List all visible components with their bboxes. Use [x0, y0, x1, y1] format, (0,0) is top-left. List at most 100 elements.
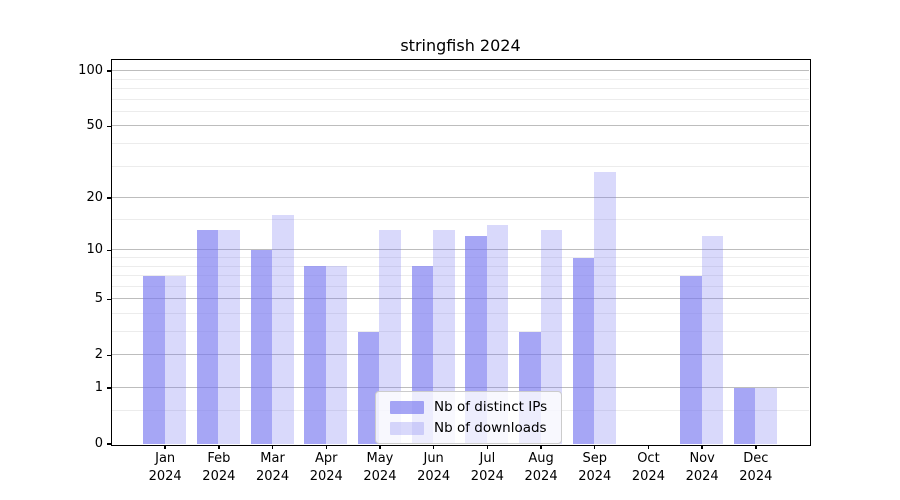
y-tick-mark: [107, 249, 111, 252]
bar-jul-downloads: [486, 224, 509, 444]
y-tick-mark: [107, 70, 111, 72]
legend: Nb of distinct IPs Nb of downloads: [375, 391, 563, 444]
minor-gridline: [111, 98, 809, 100]
minor-gridline: [111, 88, 809, 90]
chart-title: stringfish 2024: [400, 36, 521, 55]
minor-gridline: [111, 331, 809, 333]
x-tick-month: Jul: [479, 451, 496, 466]
y-tick-label: 2: [94, 347, 103, 363]
y-tick-mark: [107, 298, 111, 300]
x-tick-label: Oct 2024: [621, 450, 675, 486]
minor-gridline: [111, 313, 809, 314]
x-tick-year: 2024: [685, 469, 719, 484]
legend-label: Nb of downloads: [434, 420, 547, 436]
bar-apr-distinct-ips: [304, 266, 326, 444]
y-tick-label: 1: [94, 380, 103, 395]
legend-swatch-downloads-icon: [390, 421, 424, 435]
bar-jun-downloads: [433, 230, 455, 444]
y-tick-mark: [107, 125, 111, 128]
major-gridline: [111, 197, 809, 199]
x-tick-month: Jun: [423, 451, 444, 466]
x-tick-mark: [164, 444, 166, 449]
x-tick-label: Dec 2024: [729, 450, 783, 486]
y-tick-label: 50: [86, 118, 103, 134]
x-tick-label: Aug 2024: [514, 450, 568, 486]
x-tick-label: Nov 2024: [675, 450, 729, 486]
bar-mar-downloads: [272, 214, 294, 444]
x-tick-year: 2024: [256, 469, 290, 484]
major-gridline: [111, 354, 809, 356]
major-gridline: [111, 387, 809, 389]
x-tick-label: Jun 2024: [407, 450, 461, 486]
x-tick-mark: [647, 444, 650, 449]
bar-mar-distinct-ips: [250, 249, 273, 444]
bar-nov-distinct-ips: [680, 275, 702, 444]
x-tick-month: Oct: [637, 451, 660, 466]
y-tick-mark: [107, 197, 111, 199]
bar-may-downloads: [379, 230, 401, 444]
y-tick-label: 100: [78, 63, 103, 79]
major-gridline: [111, 298, 809, 300]
minor-gridline: [111, 275, 809, 277]
x-tick-label: Feb 2024: [192, 450, 246, 486]
legend-label: Nb of distinct IPs: [434, 399, 548, 415]
x-tick-year: 2024: [202, 469, 236, 484]
x-tick-label: Mar 2024: [246, 450, 300, 486]
x-tick-year: 2024: [417, 469, 451, 484]
x-tick-month: Apr: [315, 451, 338, 466]
y-tick-mark: [107, 354, 111, 356]
minor-gridline: [111, 110, 809, 112]
bar-jan-distinct-ips: [143, 275, 165, 444]
major-gridline: [111, 70, 809, 72]
minor-gridline: [111, 265, 809, 267]
legend-swatch-distinct-ips-icon: [390, 400, 424, 414]
x-tick-mark: [701, 444, 703, 449]
x-tick-month: Nov: [689, 451, 715, 466]
plot-inner: [111, 60, 809, 444]
x-tick-year: 2024: [363, 469, 397, 484]
x-tick-label: Jan 2024: [138, 450, 192, 486]
x-tick-year: 2024: [739, 469, 773, 484]
bar-nov-downloads: [701, 236, 724, 444]
bar-feb-downloads: [218, 230, 240, 444]
x-tick-mark: [218, 444, 220, 449]
minor-gridline: [111, 78, 809, 80]
x-tick-mark: [540, 444, 542, 449]
bar-dec-downloads: [755, 387, 777, 444]
x-tick-month: Sep: [582, 451, 607, 466]
minor-gridline: [111, 143, 809, 145]
x-tick-mark: [325, 444, 327, 449]
y-tick-label: 5: [94, 291, 103, 307]
legend-item-distinct-ips: Nb of distinct IPs: [390, 399, 547, 415]
major-gridline: [111, 249, 809, 251]
x-tick-mark: [486, 444, 489, 449]
y-tick-label: 20: [86, 190, 103, 206]
x-tick-mark: [432, 444, 435, 449]
bar-feb-distinct-ips: [196, 230, 219, 444]
y-tick-label: 0: [94, 436, 103, 451]
x-tick-label: May 2024: [353, 450, 407, 486]
bar-may-distinct-ips: [357, 331, 380, 444]
plot-area: [110, 58, 811, 446]
x-tick-month: Jan: [155, 451, 176, 466]
x-tick-year: 2024: [578, 469, 612, 484]
bar-aug-downloads: [540, 230, 563, 444]
x-tick-month: Feb: [207, 451, 231, 466]
x-tick-mark: [271, 444, 274, 449]
bar-apr-downloads: [325, 266, 348, 444]
x-tick-month: Dec: [743, 451, 769, 466]
x-tick-label: Jul 2024: [460, 450, 514, 486]
x-tick-year: 2024: [631, 469, 665, 484]
x-tick-mark: [379, 444, 381, 449]
y-tick-mark: [107, 387, 111, 389]
y-tick-label: 10: [86, 242, 103, 258]
bar-dec-distinct-ips: [733, 387, 756, 444]
minor-gridline: [111, 219, 809, 221]
y-tick-mark: [107, 443, 111, 445]
legend-item-downloads: Nb of downloads: [390, 420, 547, 436]
x-tick-month: May: [366, 451, 394, 466]
x-tick-month: Aug: [528, 451, 554, 466]
bar-jan-downloads: [164, 275, 187, 444]
minor-gridline: [111, 285, 809, 287]
